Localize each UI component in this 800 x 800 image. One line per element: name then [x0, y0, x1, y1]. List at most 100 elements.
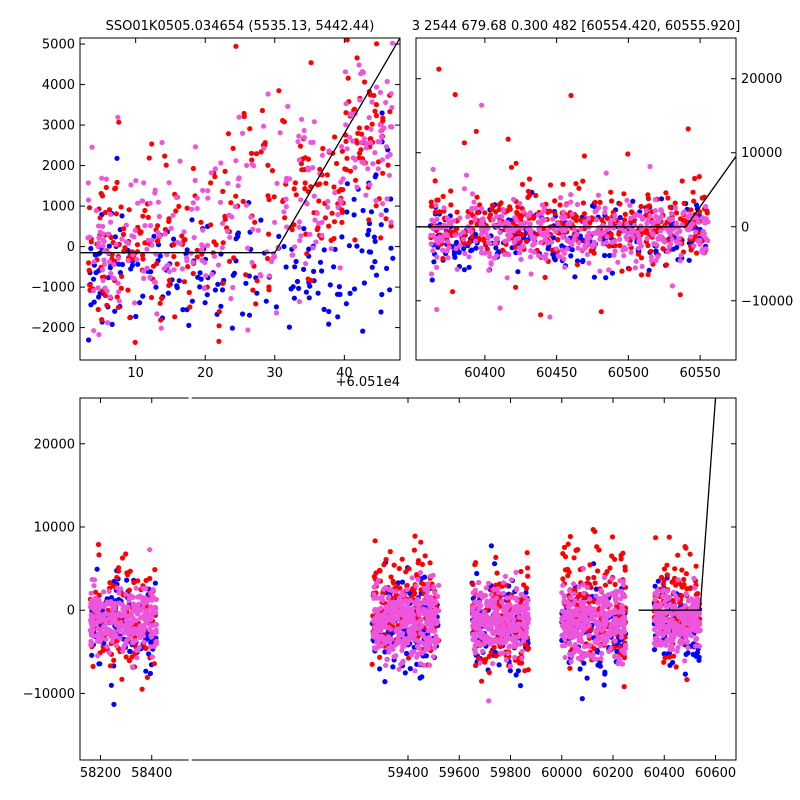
- data-point-magenta: [472, 617, 478, 623]
- data-point-red: [122, 245, 128, 251]
- data-point-blue: [229, 325, 235, 331]
- data-point-magenta: [405, 609, 411, 615]
- data-point-magenta: [371, 584, 377, 590]
- data-point-magenta: [515, 235, 521, 241]
- x-tick-label: 58200: [80, 766, 121, 781]
- data-point-magenta: [614, 624, 621, 630]
- data-point-blue: [148, 269, 154, 275]
- data-point-red: [681, 576, 687, 583]
- data-point-magenta: [492, 639, 498, 645]
- data-point-magenta: [507, 635, 513, 641]
- data-point-magenta: [628, 249, 634, 255]
- data-point-red: [429, 203, 435, 209]
- data-point-magenta: [88, 638, 94, 645]
- data-point-magenta: [525, 605, 531, 612]
- data-point-red: [98, 190, 104, 197]
- data-point-magenta: [325, 198, 331, 204]
- data-point-magenta: [491, 587, 497, 593]
- data-point-red: [107, 663, 114, 669]
- data-point-magenta: [404, 640, 411, 646]
- data-point-red: [621, 217, 628, 223]
- data-point-magenta: [584, 251, 591, 257]
- data-point-magenta: [454, 266, 460, 272]
- axis-frame: [79, 37, 401, 361]
- data-point-magenta: [498, 650, 504, 656]
- data-point-red: [638, 272, 645, 278]
- data-point-magenta: [371, 595, 377, 601]
- data-point-magenta: [601, 229, 608, 235]
- data-point-red: [483, 656, 489, 663]
- data-point-magenta: [608, 221, 614, 227]
- data-point-red: [304, 251, 310, 257]
- data-point-red: [113, 211, 119, 217]
- data-point-blue: [431, 259, 437, 265]
- data-point-magenta: [96, 615, 102, 621]
- data-point-magenta: [265, 91, 271, 97]
- data-point-magenta: [422, 600, 428, 606]
- data-point-blue: [147, 670, 153, 677]
- data-point-blue: [311, 268, 317, 274]
- data-point-red: [621, 191, 627, 197]
- data-point-magenta: [499, 630, 505, 636]
- data-point-blue: [366, 227, 372, 233]
- data-point-magenta: [233, 158, 239, 164]
- data-point-red: [171, 241, 177, 248]
- data-point-magenta: [602, 622, 609, 628]
- data-point-magenta: [678, 629, 684, 635]
- data-point-red: [666, 534, 672, 540]
- data-point-magenta: [415, 576, 421, 583]
- data-point-red: [524, 550, 530, 556]
- data-point-magenta: [381, 125, 387, 131]
- data-point-magenta: [587, 642, 593, 648]
- data-point-red: [643, 227, 650, 233]
- data-point-magenta: [124, 620, 130, 627]
- data-point-magenta: [545, 227, 551, 233]
- data-point-red: [581, 153, 588, 159]
- data-point-magenta: [611, 216, 617, 223]
- data-point-magenta: [134, 256, 140, 263]
- data-point-magenta: [114, 621, 120, 627]
- data-point-magenta: [659, 611, 665, 617]
- data-point-magenta: [576, 240, 582, 246]
- data-point-magenta: [495, 586, 501, 592]
- data-point-magenta: [650, 219, 656, 226]
- x-tick-label: 59600: [439, 766, 480, 781]
- data-point-magenta: [326, 148, 332, 154]
- data-point-magenta: [339, 144, 345, 150]
- data-point-magenta: [560, 582, 566, 588]
- data-point-magenta: [377, 643, 383, 649]
- data-point-blue: [105, 275, 111, 281]
- data-point-magenta: [90, 627, 96, 633]
- data-point-magenta: [303, 261, 309, 267]
- data-point-red: [525, 646, 531, 652]
- data-point-red: [114, 574, 120, 581]
- data-point-magenta: [684, 639, 690, 645]
- data-point-red: [104, 302, 110, 308]
- data-point-red: [366, 217, 372, 223]
- data-point-magenta: [555, 221, 561, 227]
- data-point-magenta: [608, 622, 614, 628]
- data-point-magenta: [85, 180, 91, 186]
- data-point-red: [448, 188, 454, 194]
- data-point-magenta: [91, 583, 97, 589]
- data-point-blue: [291, 295, 297, 301]
- data-point-red: [248, 150, 255, 156]
- data-point-magenta: [520, 244, 526, 250]
- y-tick-label: 4000: [42, 78, 75, 93]
- data-point-magenta: [671, 624, 677, 630]
- data-point-red: [666, 654, 673, 660]
- data-point-red: [461, 140, 467, 146]
- data-point-magenta: [147, 597, 153, 603]
- data-point-blue: [336, 284, 342, 290]
- data-point-red: [292, 180, 298, 186]
- data-point-magenta: [427, 573, 434, 579]
- data-point-magenta: [389, 104, 395, 111]
- data-point-magenta: [96, 598, 102, 605]
- data-point-blue: [112, 308, 118, 314]
- data-point-magenta: [479, 102, 485, 108]
- data-point-blue: [143, 668, 149, 674]
- data-point-magenta: [593, 208, 600, 214]
- data-point-red: [243, 272, 249, 278]
- data-point-magenta: [609, 576, 615, 582]
- data-point-red: [671, 653, 677, 659]
